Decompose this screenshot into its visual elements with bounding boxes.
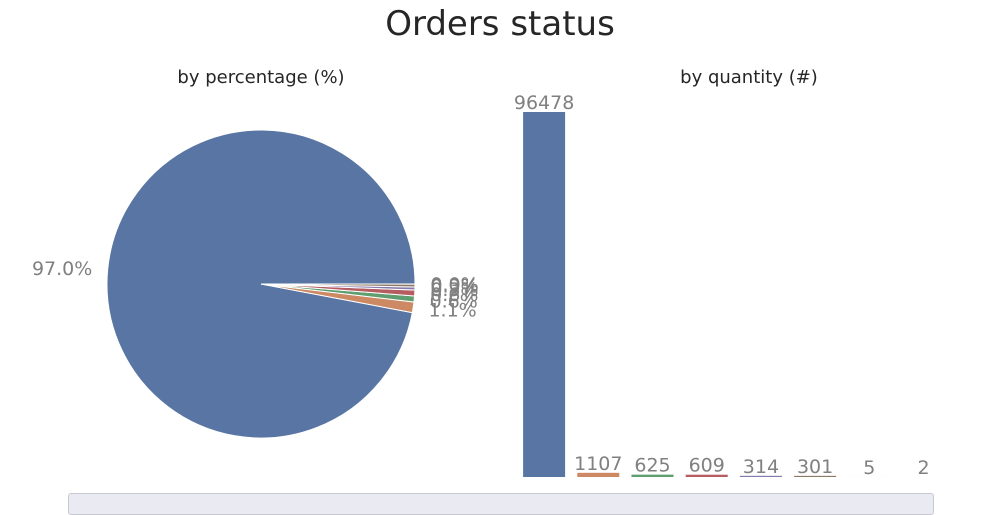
pie-slice-label: 0.0% [430,274,478,296]
pie-chart: 97.0%1.1%0.6%0.6%0.3%0.3%0.0%0.0% [32,130,479,438]
bar-value-label: 625 [634,455,670,477]
bar-value-label: 301 [797,456,833,478]
bar [523,112,565,477]
bottom-panel [68,493,934,515]
bar-chart: 96478 1107 625 609 314 301 5 2 [514,92,945,479]
bar-value-label: 314 [743,456,779,478]
chart-title: Orders status [385,4,615,44]
bar-value-label: 1107 [574,453,622,475]
bar-value-label: 609 [689,455,725,477]
pie-slice-label: 97.0% [32,258,92,280]
bar-value-label: 96478 [514,92,574,114]
bar-subtitle: by quantity (#) [680,67,818,88]
orders-status-figure: Orders status by percentage (%) by quant… [0,0,1000,500]
bar-value-label: 2 [917,457,929,479]
pie-subtitle: by percentage (%) [177,67,344,88]
bar-value-label: 5 [863,457,875,479]
